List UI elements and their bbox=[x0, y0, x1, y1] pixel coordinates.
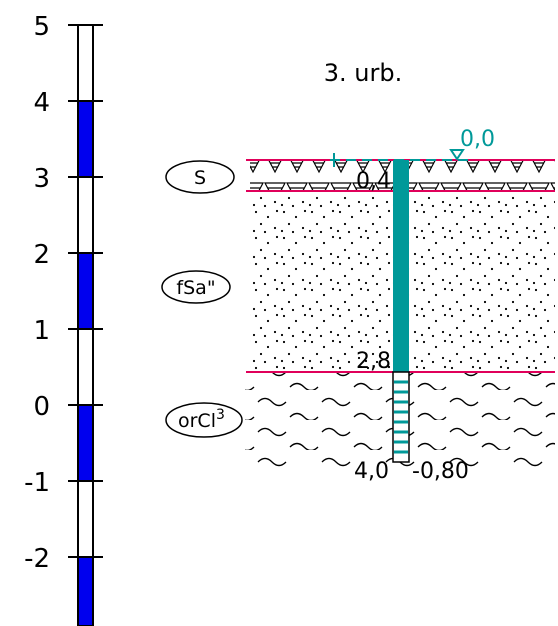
scale-label: -1 bbox=[24, 468, 50, 498]
scale-segment-filled bbox=[78, 557, 93, 626]
casing-pipe bbox=[393, 160, 409, 372]
scale-segment-filled bbox=[78, 101, 93, 177]
depth-label: 4,0 bbox=[354, 459, 389, 484]
water-level-triangle-icon bbox=[449, 149, 465, 161]
scale-label: 5 bbox=[33, 12, 50, 42]
layer-code-superscript: 3 bbox=[216, 407, 225, 423]
layer-code-oval bbox=[165, 402, 243, 438]
layer-code-label: orCl3 bbox=[178, 407, 225, 432]
depth-label: 0,4 bbox=[356, 169, 391, 194]
layer-code-orcl: orCl3 bbox=[165, 402, 243, 438]
scale-segments bbox=[78, 101, 93, 626]
borehole-title: 3. urb. bbox=[324, 59, 402, 87]
elevation-scale: 5 4 3 2 1 0 -1 -2 bbox=[24, 12, 103, 626]
depth-label: 2,8 bbox=[356, 349, 391, 374]
scale-label: -2 bbox=[24, 544, 50, 574]
water-level-label: 0,0 bbox=[460, 127, 495, 152]
scale-label: 0 bbox=[33, 392, 50, 422]
scale-label: 1 bbox=[33, 316, 50, 346]
scale-ticks bbox=[68, 24, 103, 558]
borehole-casing bbox=[392, 160, 410, 463]
scale-segment-filled bbox=[78, 253, 93, 329]
scale-segment-filled bbox=[78, 405, 93, 481]
scale-labels: 5 4 3 2 1 0 -1 -2 bbox=[24, 12, 50, 574]
layer-code-text: fSa" bbox=[176, 277, 215, 299]
scale-label: 2 bbox=[33, 240, 50, 270]
layer-code-s: S bbox=[165, 160, 235, 194]
layer-code-oval bbox=[161, 270, 231, 304]
scale-label: 3 bbox=[33, 164, 50, 194]
screen-slots bbox=[394, 380, 408, 454]
layer-code-oval bbox=[165, 160, 235, 194]
layer-code-fsa: fSa" bbox=[161, 270, 231, 304]
layer-code-text: orCl bbox=[178, 410, 216, 432]
bottom-elevation-label: -0,80 bbox=[412, 459, 469, 484]
scale-label: 4 bbox=[33, 88, 50, 118]
layer-code-text: S bbox=[194, 167, 206, 189]
screen-section bbox=[392, 371, 410, 463]
